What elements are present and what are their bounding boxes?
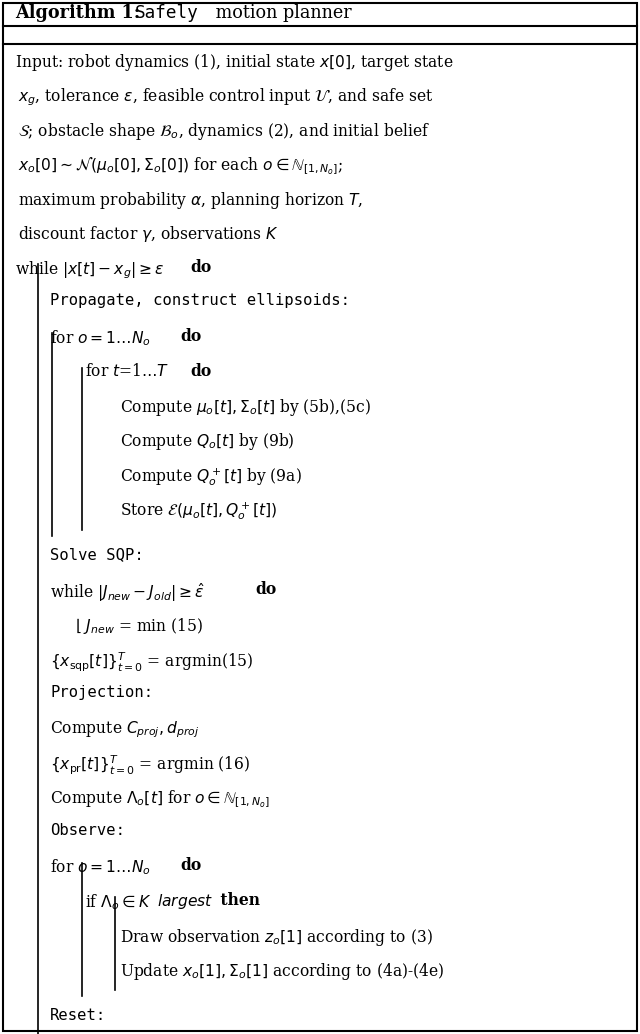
Text: do: do bbox=[180, 328, 201, 345]
Text: $\mathit{largest}$: $\mathit{largest}$ bbox=[157, 892, 213, 911]
Text: Safely: Safely bbox=[135, 3, 199, 22]
Text: Reset:: Reset: bbox=[50, 1007, 106, 1023]
Text: if $\Lambda_o \in K$: if $\Lambda_o \in K$ bbox=[85, 892, 151, 912]
Text: while $|x[t] - x_g| \geq \epsilon$: while $|x[t] - x_g| \geq \epsilon$ bbox=[15, 258, 165, 280]
Text: discount factor $\gamma$, observations $K$: discount factor $\gamma$, observations $… bbox=[18, 224, 279, 244]
Text: $\{x_{\mathrm{pr}}[t]\}_{t=0}^{T}$ = argmin (16): $\{x_{\mathrm{pr}}[t]\}_{t=0}^{T}$ = arg… bbox=[50, 754, 250, 778]
Text: Compute $Q_o^+[t]$ by (9a): Compute $Q_o^+[t]$ by (9a) bbox=[120, 466, 302, 488]
Text: do: do bbox=[190, 363, 211, 379]
Text: Compute $\Lambda_o[t]$ for $o \in \mathbb{N}_{[1,N_o]}$: Compute $\Lambda_o[t]$ for $o \in \mathb… bbox=[50, 789, 270, 810]
Text: Observe:: Observe: bbox=[50, 823, 125, 838]
Text: do: do bbox=[190, 258, 211, 276]
Text: Compute $\mu_o[t],\Sigma_o[t]$ by (5b),(5c): Compute $\mu_o[t],\Sigma_o[t]$ by (5b),(… bbox=[120, 397, 371, 418]
Text: $\mathcal{S}$; obstacle shape $\mathcal{B}_o$, dynamics (2), and initial belief: $\mathcal{S}$; obstacle shape $\mathcal{… bbox=[18, 121, 430, 142]
Text: for $o = 1 \ldots N_o$: for $o = 1 \ldots N_o$ bbox=[50, 857, 152, 877]
Text: Projection:: Projection: bbox=[50, 685, 153, 700]
Text: Draw observation $z_o[1]$ according to (3): Draw observation $z_o[1]$ according to (… bbox=[120, 926, 433, 947]
Text: Propagate, construct ellipsoids:: Propagate, construct ellipsoids: bbox=[50, 294, 350, 308]
Text: Update $x_o[1], \Sigma_o[1]$ according to (4a)-(4e): Update $x_o[1], \Sigma_o[1]$ according t… bbox=[120, 961, 444, 982]
Text: for $t$=1$\ldots T$: for $t$=1$\ldots T$ bbox=[85, 363, 170, 379]
Text: $x_o[0] \sim \mathcal{N}(\mu_o[0], \Sigma_o[0])$ for each $o \in \mathbb{N}_{[1,: $x_o[0] \sim \mathcal{N}(\mu_o[0], \Sigm… bbox=[18, 155, 343, 177]
Text: $\{x_{\mathrm{sqp}}[t]\}_{t=0}^{T}$ = argmin(15): $\{x_{\mathrm{sqp}}[t]\}_{t=0}^{T}$ = ar… bbox=[50, 650, 253, 674]
Text: Input: robot dynamics (1), initial state $x[0]$, target state: Input: robot dynamics (1), initial state… bbox=[15, 52, 454, 73]
Text: maximum probability $\alpha$, planning horizon $T$,: maximum probability $\alpha$, planning h… bbox=[18, 190, 364, 211]
Text: Algorithm 1:: Algorithm 1: bbox=[15, 3, 140, 22]
Text: while $|J_{new} - J_{old}| \geq \hat{\epsilon}$: while $|J_{new} - J_{old}| \geq \hat{\ep… bbox=[50, 581, 205, 605]
Text: Solve SQP:: Solve SQP: bbox=[50, 547, 144, 562]
Text: do: do bbox=[180, 857, 201, 875]
Text: Store $\mathcal{E}(\mu_o[t], Q_o^+[t])$: Store $\mathcal{E}(\mu_o[t], Q_o^+[t])$ bbox=[120, 500, 277, 522]
Text: Compute $Q_o[t]$ by (9b): Compute $Q_o[t]$ by (9b) bbox=[120, 431, 294, 453]
Text: for $o = 1 \ldots N_o$: for $o = 1 \ldots N_o$ bbox=[50, 328, 152, 347]
Text: $x_g$, tolerance $\epsilon$, feasible control input $\mathcal{U}$, and safe set: $x_g$, tolerance $\epsilon$, feasible co… bbox=[18, 87, 434, 109]
Text: then: then bbox=[215, 892, 260, 909]
Text: Compute $C_{proj},d_{proj}$: Compute $C_{proj},d_{proj}$ bbox=[50, 720, 199, 740]
Text: do: do bbox=[255, 581, 276, 599]
Text: $\lfloor$ $J_{new}$ = min (15): $\lfloor$ $J_{new}$ = min (15) bbox=[75, 616, 204, 636]
Text: motion planner: motion planner bbox=[210, 3, 351, 22]
